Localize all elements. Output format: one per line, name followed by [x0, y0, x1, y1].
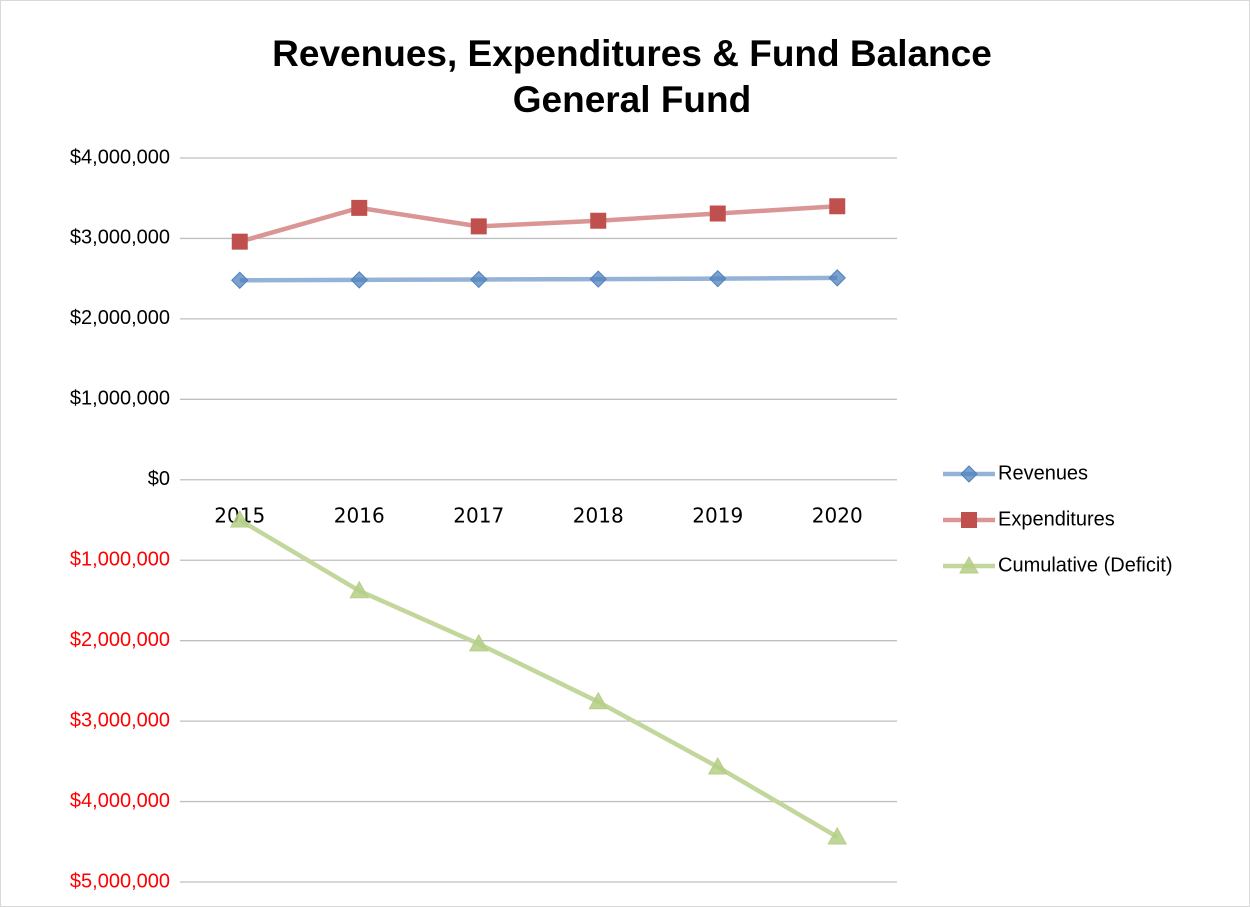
marker — [588, 691, 609, 710]
marker — [351, 199, 368, 216]
marker — [589, 270, 607, 288]
marker — [709, 269, 727, 288]
legend-label: Cumulative (Deficit) — [998, 554, 1172, 576]
marker — [961, 512, 977, 528]
legend-label: Revenues — [998, 462, 1088, 484]
marker — [827, 826, 848, 845]
y-tick-label: $1,000,000 — [70, 388, 170, 410]
y-tick-label: $1,000,000 — [70, 549, 170, 571]
y-tick-label: $4,000,000 — [70, 146, 170, 168]
marker — [709, 205, 726, 222]
y-tick-label: $0 — [148, 468, 170, 490]
marker — [828, 269, 846, 287]
marker — [349, 580, 370, 599]
marker — [231, 233, 248, 250]
marker — [470, 218, 487, 235]
y-tick-label: $2,000,000 — [70, 307, 170, 329]
x-tick-label: 2016 — [334, 503, 385, 527]
marker — [829, 198, 846, 215]
series-line — [239, 204, 838, 244]
x-tick-label: 2020 — [812, 503, 863, 527]
marker — [590, 212, 607, 229]
chart-title: Revenues, Expenditures & Fund Balance — [272, 33, 992, 74]
y-tick-label: $4,000,000 — [70, 790, 170, 812]
y-tick-label: $3,000,000 — [70, 227, 170, 249]
marker — [350, 271, 368, 289]
legend-label: Expenditures — [998, 508, 1115, 530]
x-tick-label: 2019 — [692, 503, 743, 527]
marker — [231, 271, 249, 289]
x-tick-label: 2017 — [453, 503, 504, 527]
marker — [468, 633, 489, 652]
marker — [707, 756, 728, 775]
x-tick-label: 2018 — [573, 503, 624, 527]
y-tick-label: $3,000,000 — [70, 709, 170, 731]
series-line — [239, 275, 838, 283]
series-line — [238, 518, 839, 839]
marker — [959, 555, 979, 574]
marker — [470, 270, 488, 289]
chart-title: General Fund — [513, 79, 751, 120]
marker — [960, 465, 978, 483]
y-tick-label: $2,000,000 — [70, 629, 170, 651]
marker — [229, 509, 250, 528]
y-tick-label: $5,000,000 — [70, 870, 170, 892]
